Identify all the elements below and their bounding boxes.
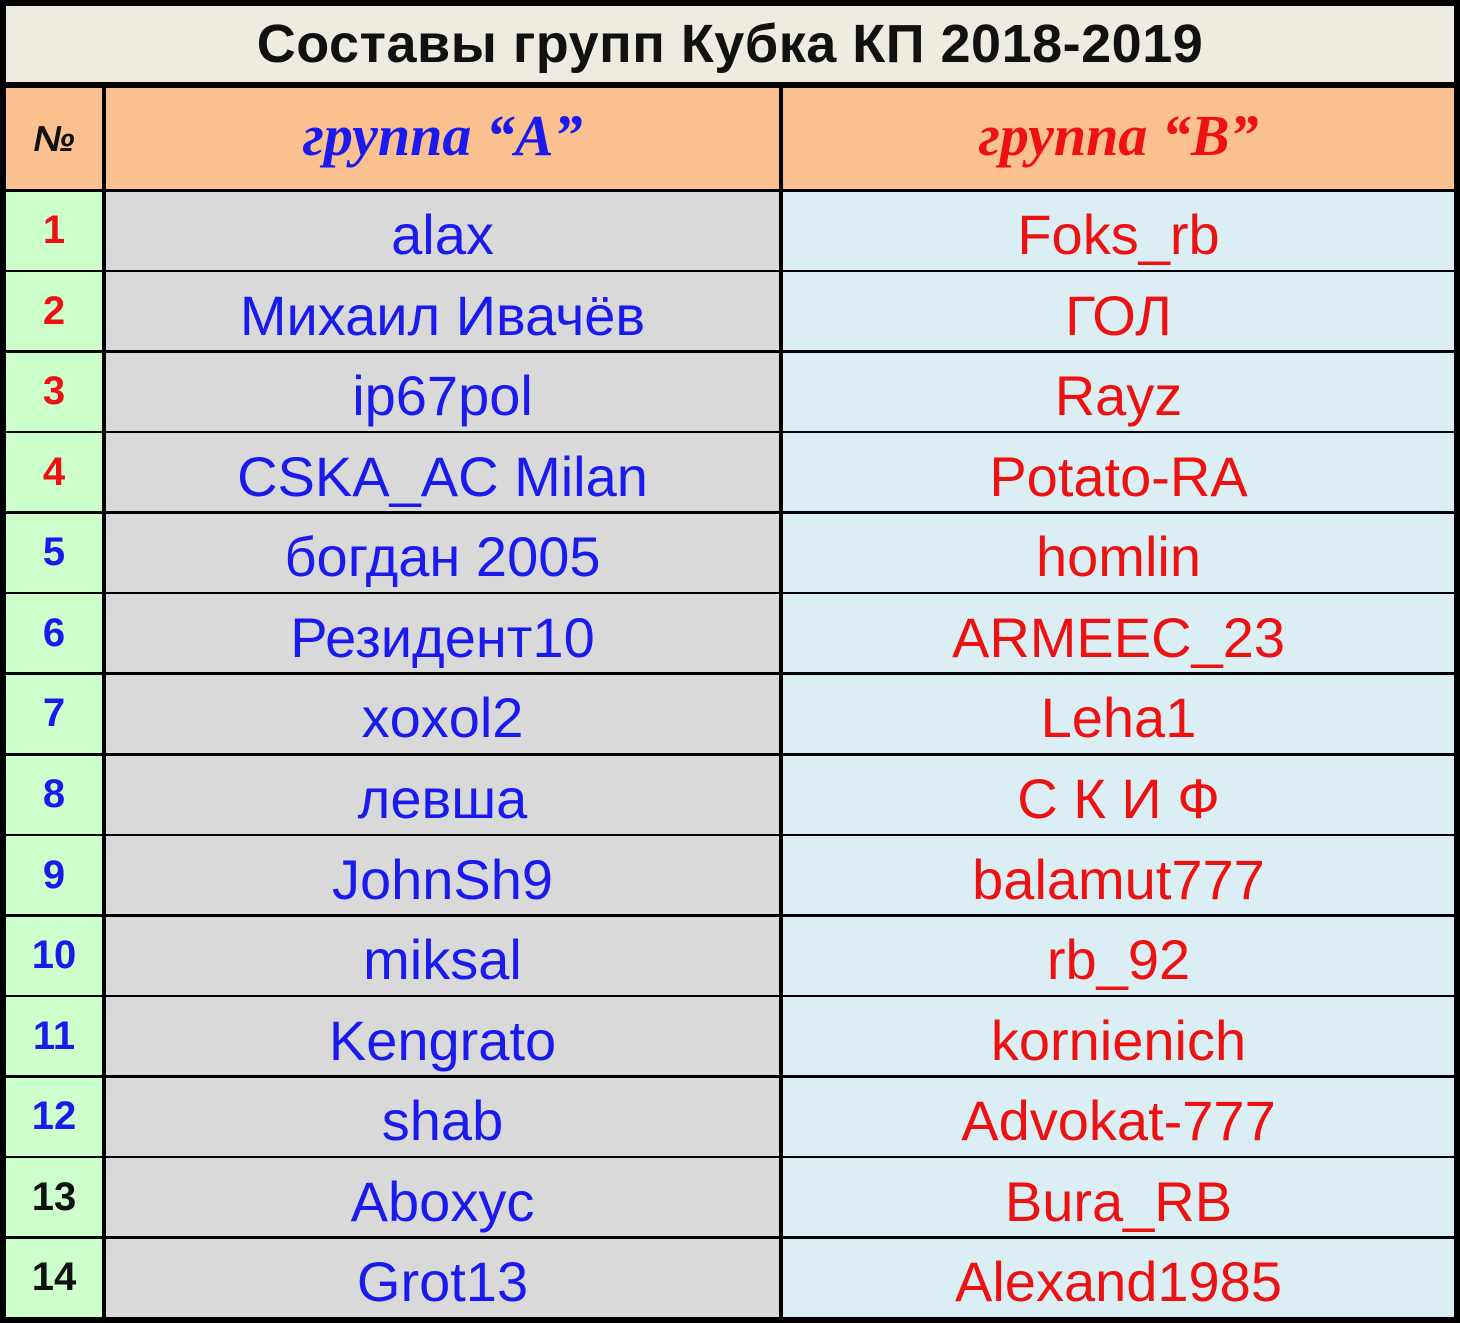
group-a-player: Grot13: [106, 1238, 779, 1317]
group-b-player: homlin: [783, 513, 1454, 592]
group-a-player: левша: [106, 755, 779, 834]
row-number: 5: [6, 513, 102, 592]
row-number: 14: [6, 1238, 102, 1317]
row-number: 10: [6, 916, 102, 995]
row-number: 6: [6, 594, 102, 673]
group-a-player: богдан 2005: [106, 513, 779, 592]
group-a-player: ip67pol: [106, 352, 779, 431]
group-b-player: kornienich: [783, 997, 1454, 1076]
group-b-player: Bura_RB: [783, 1158, 1454, 1237]
header-group-a: группа “A”: [106, 88, 779, 189]
group-b-player: Potato-RA: [783, 433, 1454, 512]
group-a-player: CSKA_AC Milan: [106, 433, 779, 512]
group-a-player: miksal: [106, 916, 779, 995]
row-number: 1: [6, 191, 102, 270]
row-number: 8: [6, 755, 102, 834]
row-number: 4: [6, 433, 102, 512]
group-b-player: Rayz: [783, 352, 1454, 431]
groups-table: № группа “A” группа “B” 1 alax Foks_rb 2 Мих…: [6, 88, 1454, 1317]
group-b-player: Leha1: [783, 674, 1454, 753]
group-b-player: ARMEEC_23: [783, 594, 1454, 673]
group-b-player: balamut777: [783, 836, 1454, 915]
row-number: 3: [6, 352, 102, 431]
row-number: 9: [6, 836, 102, 915]
group-a-player: JohnSh9: [106, 836, 779, 915]
header-number: №: [6, 88, 102, 189]
row-number: 2: [6, 272, 102, 351]
group-a-player: Резидент10: [106, 594, 779, 673]
group-a-player: Aboxyc: [106, 1158, 779, 1237]
group-a-player: Михаил Ивачёв: [106, 272, 779, 351]
row-number: 13: [6, 1158, 102, 1237]
group-b-player: С К И Ф: [783, 755, 1454, 834]
row-number: 7: [6, 674, 102, 753]
group-b-player: Advokat-777: [783, 1077, 1454, 1156]
group-b-player: Foks_rb: [783, 191, 1454, 270]
page-title: Составы групп Кубка КП 2018-2019: [6, 6, 1454, 82]
group-b-player: ГОЛ: [783, 272, 1454, 351]
row-number: 12: [6, 1077, 102, 1156]
group-a-player: alax: [106, 191, 779, 270]
row-number: 11: [6, 997, 102, 1076]
group-a-player: Kengrato: [106, 997, 779, 1076]
group-a-player: shab: [106, 1077, 779, 1156]
header-group-b: группа “B”: [783, 88, 1454, 189]
group-b-player: rb_92: [783, 916, 1454, 995]
group-a-player: xoxol2: [106, 674, 779, 753]
group-b-player: Alexand1985: [783, 1238, 1454, 1317]
